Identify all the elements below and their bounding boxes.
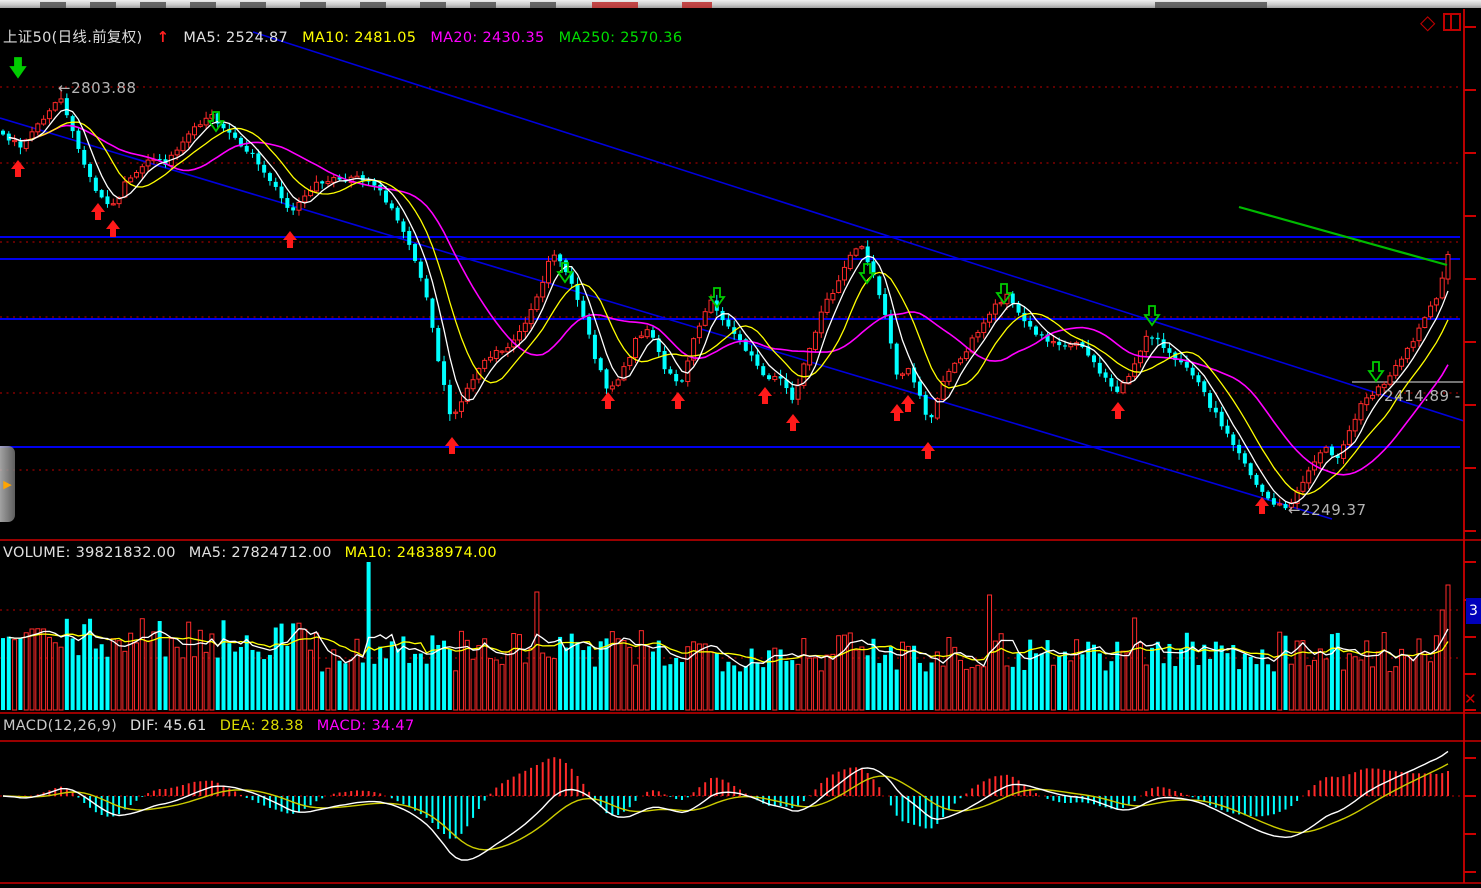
volume-value: VOLUME: 39821832.00 xyxy=(3,545,176,561)
macd-macd-value: MACD: 34.47 xyxy=(316,718,415,734)
menu-item-highlighted-clipped[interactable] xyxy=(592,2,638,8)
menu-item-clipped[interactable] xyxy=(420,2,446,8)
sidebar-expand-tab[interactable]: ▶ xyxy=(0,446,15,522)
chart-corner-tools: ◇ xyxy=(1420,10,1462,34)
menu-item-clipped[interactable] xyxy=(90,2,116,8)
volume-ma5-value: MA5: 27824712.00 xyxy=(188,545,332,561)
menu-item-highlighted-clipped[interactable] xyxy=(682,2,712,8)
ma-label-1: MA10: 2481.05 xyxy=(302,30,417,46)
ma-label-2: MA20: 2430.35 xyxy=(430,30,545,46)
menu-item-clipped[interactable] xyxy=(190,2,216,8)
panel-close-icon[interactable]: ✕ xyxy=(1464,690,1477,708)
macd-dif-value: DIF: 45.61 xyxy=(130,718,207,734)
menu-item-clipped[interactable] xyxy=(300,2,326,8)
price-annotation-2: ←2249.37 xyxy=(1288,501,1367,519)
macd-params: MACD(12,26,9) xyxy=(3,718,118,734)
trend-up-icon: ↑ xyxy=(156,28,170,46)
menu-bar-clipped[interactable] xyxy=(0,0,1481,8)
price-annotation-0: ←2803.88 xyxy=(58,79,137,97)
menu-item-clipped[interactable] xyxy=(1155,2,1267,8)
price-annotation-1: 2414.89 - xyxy=(1384,387,1461,405)
ma-label-0: MA5: 2524.87 xyxy=(183,30,289,46)
volume-scale-badge[interactable]: 3 xyxy=(1466,598,1481,624)
volume-header: VOLUME: 39821832.00 MA5: 27824712.00 MA1… xyxy=(3,545,497,561)
macd-header: MACD(12,26,9) DIF: 45.61 DEA: 28.38 MACD… xyxy=(3,718,414,734)
symbol-title: 上证50(日线.前复权) xyxy=(3,30,143,46)
macd-dea-value: DEA: 28.38 xyxy=(219,718,304,734)
menu-item-clipped[interactable] xyxy=(40,2,66,8)
menu-item-clipped[interactable] xyxy=(530,2,556,8)
ma-legend: MA5: 2524.87 MA10: 2481.05 MA20: 2430.35 MA… xyxy=(183,30,682,46)
menu-item-clipped[interactable] xyxy=(360,2,386,8)
ma-label-3: MA250: 2570.36 xyxy=(558,30,683,46)
menu-item-clipped[interactable] xyxy=(140,2,166,8)
volume-ma10-value: MA10: 24838974.00 xyxy=(344,545,497,561)
main-chart-header: 上证50(日线.前复权) ↑ MA5: 2524.87 MA10: 2481.05… xyxy=(3,26,682,47)
diamond-tool-icon[interactable]: ◇ xyxy=(1420,10,1436,34)
expand-arrow-icon: ▶ xyxy=(3,477,12,491)
menu-item-clipped[interactable] xyxy=(470,2,496,8)
menu-item-clipped[interactable] xyxy=(240,2,266,8)
split-window-icon[interactable] xyxy=(1443,13,1462,31)
